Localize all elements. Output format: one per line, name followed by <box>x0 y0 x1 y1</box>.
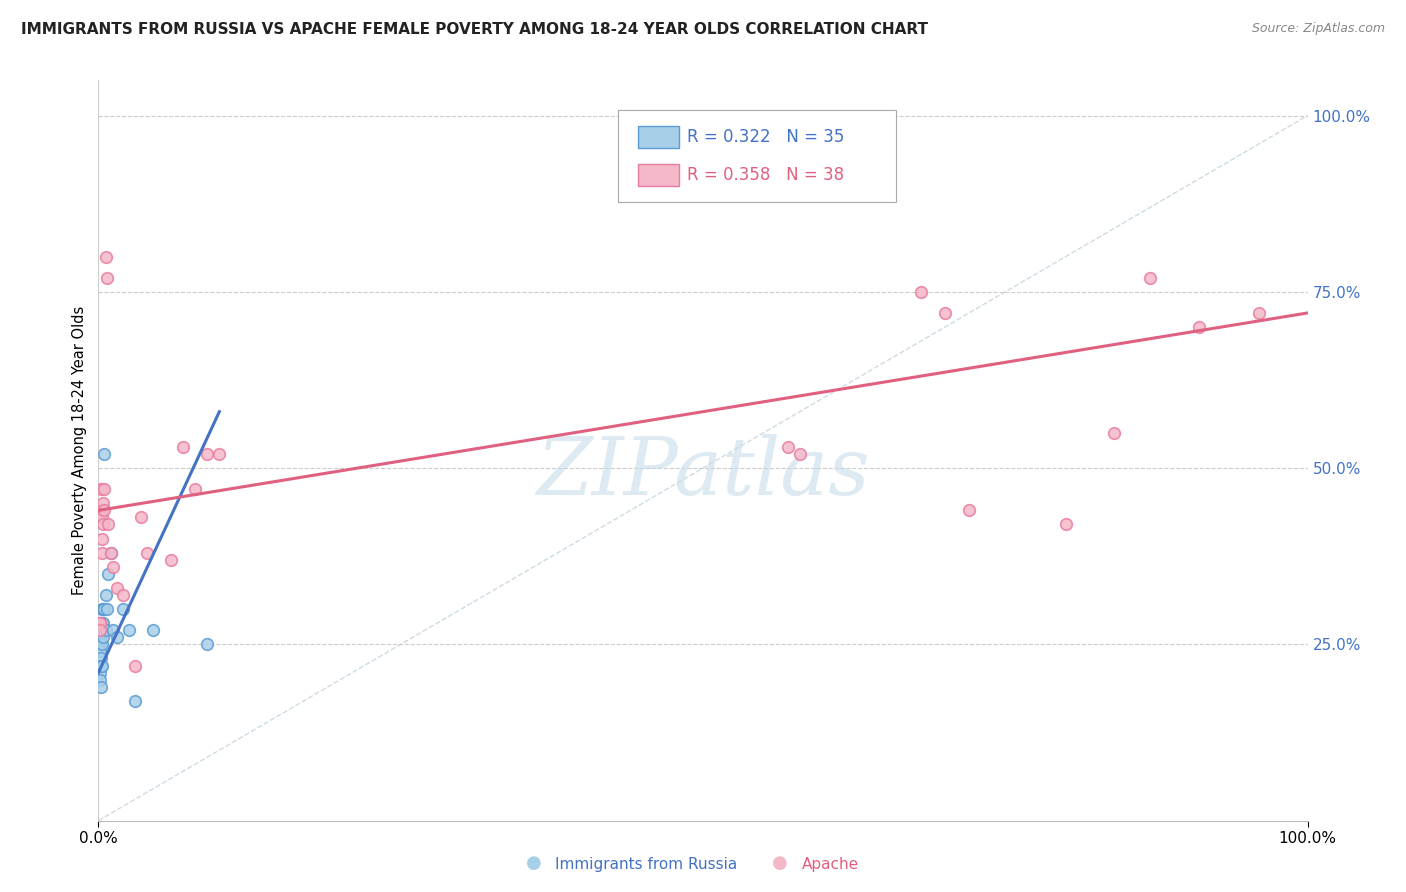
Point <box>100 546 122 560</box>
Point <box>93 602 115 616</box>
Point <box>105 581 128 595</box>
Text: R = 0.322   N = 35: R = 0.322 N = 35 <box>688 128 845 146</box>
Point <box>90 510 112 524</box>
Point <box>91 546 114 560</box>
Point <box>91 503 114 517</box>
Point <box>89 665 111 680</box>
Text: Source: ZipAtlas.com: Source: ZipAtlas.com <box>1251 22 1385 36</box>
Text: Immigrants from Russia: Immigrants from Russia <box>555 857 738 872</box>
Point <box>111 602 134 616</box>
Point <box>89 624 111 638</box>
Point <box>91 496 114 510</box>
Point <box>172 440 194 454</box>
Point <box>1102 425 1125 440</box>
Point <box>89 644 111 658</box>
Point <box>94 588 117 602</box>
Point <box>93 503 115 517</box>
Point <box>91 616 114 631</box>
Point <box>90 616 112 631</box>
Text: R = 0.358   N = 38: R = 0.358 N = 38 <box>688 166 845 185</box>
Point <box>101 559 124 574</box>
Point <box>89 630 111 644</box>
Point <box>89 616 111 631</box>
Point <box>208 447 231 461</box>
Point <box>93 447 115 461</box>
Point <box>124 694 146 708</box>
Text: Apache: Apache <box>801 857 859 872</box>
Point <box>111 588 134 602</box>
Point <box>100 546 122 560</box>
FancyBboxPatch shape <box>638 126 679 148</box>
FancyBboxPatch shape <box>638 164 679 186</box>
Point <box>93 482 115 496</box>
Point <box>91 616 114 631</box>
Point <box>89 624 111 638</box>
Point <box>957 503 980 517</box>
Text: IMMIGRANTS FROM RUSSIA VS APACHE FEMALE POVERTY AMONG 18-24 YEAR OLDS CORRELATIO: IMMIGRANTS FROM RUSSIA VS APACHE FEMALE … <box>21 22 928 37</box>
Point <box>776 440 799 454</box>
Point <box>91 637 114 651</box>
Point <box>135 546 157 560</box>
Point <box>89 637 111 651</box>
FancyBboxPatch shape <box>619 110 897 202</box>
Point <box>90 680 112 694</box>
Point <box>184 482 207 496</box>
Point <box>124 658 146 673</box>
Point <box>129 510 152 524</box>
Point <box>934 306 956 320</box>
Point <box>89 637 111 651</box>
Point <box>97 517 120 532</box>
Point <box>1054 517 1077 532</box>
Point <box>91 510 114 524</box>
Point <box>1249 306 1271 320</box>
Point <box>96 602 118 616</box>
Point <box>89 658 111 673</box>
Point <box>91 517 114 532</box>
Point <box>142 624 165 638</box>
Point <box>96 270 118 285</box>
Point <box>94 250 117 264</box>
Point <box>89 673 111 687</box>
Point <box>89 616 111 631</box>
Point <box>789 447 811 461</box>
Point <box>91 630 114 644</box>
Text: ZIPatlas: ZIPatlas <box>536 434 870 511</box>
Point <box>195 637 218 651</box>
Point <box>97 566 120 581</box>
Text: ●: ● <box>772 855 789 872</box>
Point <box>1188 320 1211 334</box>
Point <box>90 651 112 665</box>
Point <box>89 624 111 638</box>
Point <box>101 624 124 638</box>
Point <box>105 630 128 644</box>
Point <box>160 553 183 567</box>
Point <box>90 482 112 496</box>
Point <box>91 658 114 673</box>
Point <box>91 602 114 616</box>
Point <box>195 447 218 461</box>
Text: ●: ● <box>526 855 543 872</box>
Point <box>90 658 112 673</box>
Point <box>1139 270 1161 285</box>
Point <box>910 285 932 299</box>
Point <box>91 602 114 616</box>
Point <box>90 624 112 638</box>
Point <box>94 624 117 638</box>
Point <box>118 624 141 638</box>
Point <box>91 532 114 546</box>
Y-axis label: Female Poverty Among 18-24 Year Olds: Female Poverty Among 18-24 Year Olds <box>72 306 87 595</box>
